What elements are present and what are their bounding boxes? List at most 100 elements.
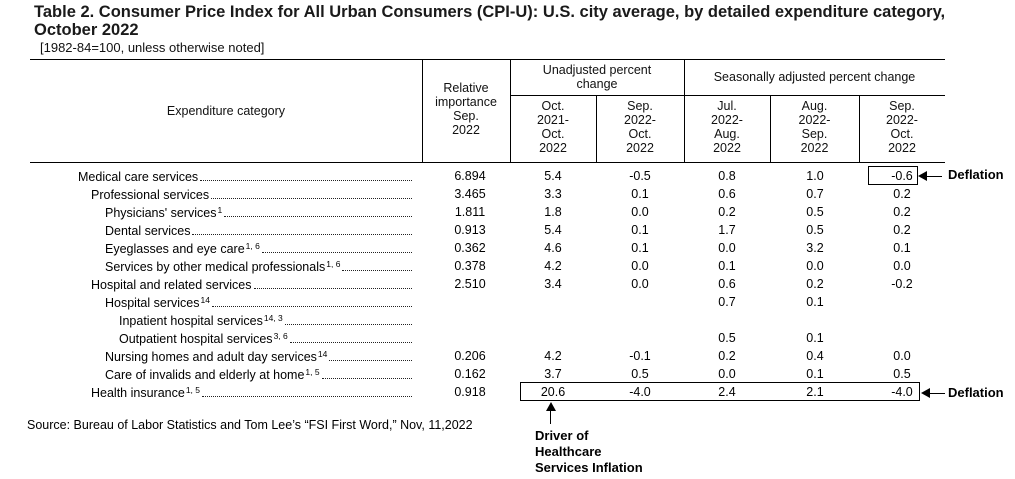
col-divider <box>770 95 771 162</box>
table-row: Physicians' services1 1.811 1.8 0.0 0.2 0.5 0.… <box>30 203 945 221</box>
row-label: Dental services <box>105 224 191 238</box>
row-label: Health insurance <box>91 386 185 400</box>
dot-leader <box>284 324 412 325</box>
table-row: Eyeglasses and eye care1, 6 0.362 4.6 0.1 0.… <box>30 239 945 257</box>
col-divider <box>422 59 423 162</box>
dot-leader <box>211 198 412 199</box>
table-cell: 4.6 <box>544 241 562 255</box>
row-label: Medical care services <box>78 170 199 184</box>
table-cell: 0.0 <box>718 367 736 381</box>
row-category: Hospital and related services <box>91 276 412 292</box>
group-rule <box>510 95 945 96</box>
table-cell: 0.162 <box>454 367 486 381</box>
table-cell: 20.6 <box>540 385 566 399</box>
header-bottom-rule <box>30 162 945 163</box>
table-cell: 0.0 <box>893 259 911 273</box>
arrow-up-icon <box>546 402 556 411</box>
header-col-aug22-sep22: Aug. 2022- Sep. 2022 <box>798 99 831 155</box>
table-cell: -4.0 <box>629 385 651 399</box>
table-cell: 0.0 <box>631 277 649 291</box>
table-row: Inpatient hospital services14, 3 <box>30 311 945 329</box>
col-divider <box>684 59 685 162</box>
header-relative-importance: Relative importance Sep. 2022 <box>435 81 497 137</box>
arrow-left-icon <box>918 171 927 181</box>
header-col-sep22-oct22-unadj: Sep. 2022- Oct. 2022 <box>624 99 656 155</box>
table-subtitle: [1982-84=100, unless otherwise noted] <box>40 40 265 55</box>
header-category: Expenditure category <box>166 104 286 118</box>
table-cell: 3.3 <box>544 187 562 201</box>
row-category: Dental services <box>105 222 412 238</box>
table-cell: 0.1 <box>806 331 824 345</box>
table-cell: 0.913 <box>454 223 486 237</box>
header-col-jul22-aug22: Jul. 2022- Aug. 2022 <box>711 99 743 155</box>
row-label: Inpatient hospital services <box>119 314 263 328</box>
table-row: Professional services 3.465 3.3 0.1 0.6 0.7 0.… <box>30 185 945 203</box>
arrow-line <box>926 176 942 177</box>
table-cell: 0.1 <box>806 295 824 309</box>
table-cell: 0.2 <box>718 349 736 363</box>
row-label: Outpatient hospital services <box>119 332 273 346</box>
table-cell: 1.811 <box>454 205 486 219</box>
table-cell: 0.7 <box>806 187 824 201</box>
table-cell: 0.0 <box>806 259 824 273</box>
table-cell: 1.0 <box>806 169 824 183</box>
source-note: Source: Bureau of Labor Statistics and T… <box>27 418 473 432</box>
table-cell: 0.5 <box>893 367 911 381</box>
row-label: Services by other medical professionals <box>105 260 326 274</box>
table-title: Table 2. Consumer Price Index for All Ur… <box>34 3 946 39</box>
table-row: Outpatient hospital services3, 6 0.5 0.1 <box>30 329 945 347</box>
table-row: Services by other medical professionals1… <box>30 257 945 275</box>
table-cell: -0.6 <box>891 169 913 183</box>
footnote-marker: 1, 6 <box>245 241 260 251</box>
footnote-marker: 3, 6 <box>273 331 288 341</box>
table-cell: 4.2 <box>544 259 562 273</box>
table-cell: 2.4 <box>718 385 736 399</box>
dot-leader <box>224 216 412 217</box>
table-cell: 0.5 <box>806 205 824 219</box>
table-cell: 0.5 <box>718 331 736 345</box>
dot-leader <box>253 288 412 289</box>
dot-leader <box>192 234 412 235</box>
table-cell: 1.7 <box>718 223 736 237</box>
deflation-callout: Deflation <box>948 167 1004 182</box>
table-cell: 0.5 <box>806 223 824 237</box>
row-label: Physicians' services <box>105 206 217 220</box>
table-row: Medical care services 6.894 5.4 -0.5 0.8 1.0 -… <box>30 167 945 185</box>
table-cell: 0.1 <box>806 367 824 381</box>
table-cell: 3.2 <box>806 241 824 255</box>
row-label: Nursing homes and adult day services <box>105 350 317 364</box>
table-cell: 0.6 <box>718 277 736 291</box>
table-cell: 0.0 <box>631 259 649 273</box>
table-cell: 0.4 <box>806 349 824 363</box>
dot-leader <box>329 360 412 361</box>
row-label: Hospital services <box>105 296 200 310</box>
col-divider <box>859 95 860 162</box>
header-col-sep22-oct22-sa: Sep. 2022- Oct. 2022 <box>886 99 918 155</box>
table-cell: 0.0 <box>631 205 649 219</box>
row-category: Professional services <box>91 186 412 202</box>
row-category: Physicians' services1 <box>105 204 412 220</box>
row-category: Hospital services14 <box>105 294 412 310</box>
table-row: Care of invalids and elderly at home1, 5… <box>30 365 945 383</box>
table-cell: 3.4 <box>544 277 562 291</box>
table-cell: 6.894 <box>454 169 486 183</box>
table-cell: 0.2 <box>893 223 911 237</box>
table-cell: 0.362 <box>454 241 486 255</box>
top-rule <box>30 59 945 60</box>
table-cell: 0.378 <box>454 259 486 273</box>
table-cell: 0.7 <box>718 295 736 309</box>
row-label: Hospital and related services <box>91 278 252 292</box>
header-seasonal-group: Seasonally adjusted percent change <box>713 70 916 84</box>
table-cell: 0.1 <box>718 259 736 273</box>
row-category: Outpatient hospital services3, 6 <box>119 330 412 346</box>
table-cell: 3.465 <box>454 187 486 201</box>
footnote-marker: 1, 5 <box>305 367 320 377</box>
table-cell: 0.2 <box>893 187 911 201</box>
col-divider <box>510 59 511 162</box>
dot-leader <box>289 342 412 343</box>
table-cell: 0.1 <box>631 223 649 237</box>
col-divider <box>596 95 597 162</box>
table-cell: -0.1 <box>629 349 651 363</box>
footnote-marker: 14 <box>200 295 210 305</box>
footnote-marker: 1, 6 <box>326 259 341 269</box>
